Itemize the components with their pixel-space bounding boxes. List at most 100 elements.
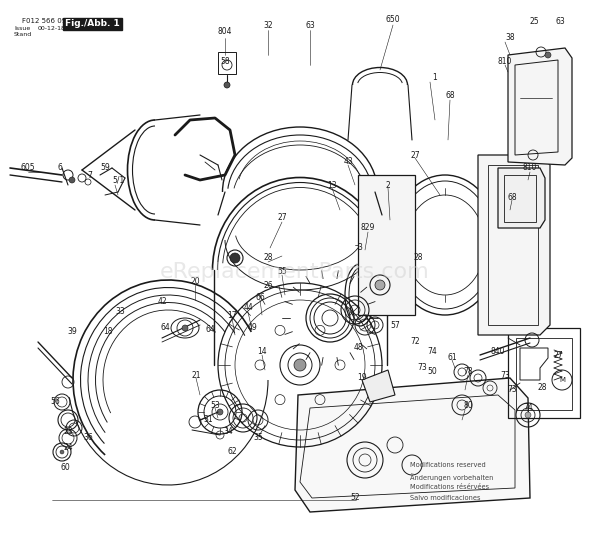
Text: F012 566 099: F012 566 099 xyxy=(22,18,71,24)
Text: 14: 14 xyxy=(257,348,267,356)
Bar xyxy=(218,52,236,74)
Text: 68: 68 xyxy=(445,90,455,100)
Text: 52: 52 xyxy=(350,494,360,502)
Text: 74: 74 xyxy=(427,348,437,356)
Text: 55: 55 xyxy=(277,268,287,276)
Bar xyxy=(516,338,572,410)
Text: 21: 21 xyxy=(191,371,201,379)
Bar xyxy=(508,328,580,418)
Text: 56: 56 xyxy=(50,397,60,407)
Circle shape xyxy=(525,412,531,418)
Bar xyxy=(520,78,552,103)
Text: 43: 43 xyxy=(343,158,353,167)
Text: 53: 53 xyxy=(210,401,220,409)
Text: 28: 28 xyxy=(413,253,423,263)
Text: 73: 73 xyxy=(507,385,517,395)
Text: 829: 829 xyxy=(361,223,375,233)
Text: 00-12-18: 00-12-18 xyxy=(38,26,66,31)
Text: 34: 34 xyxy=(223,427,233,437)
Text: 19: 19 xyxy=(357,373,367,383)
Text: 27: 27 xyxy=(277,214,287,222)
Text: Änderungen vorbehalten: Änderungen vorbehalten xyxy=(410,473,493,481)
Text: 13: 13 xyxy=(327,180,337,190)
Circle shape xyxy=(69,177,75,183)
Text: 840: 840 xyxy=(491,348,505,356)
Text: Issue: Issue xyxy=(14,26,30,31)
Circle shape xyxy=(375,280,385,290)
Text: 58: 58 xyxy=(220,58,230,66)
Text: 72: 72 xyxy=(410,337,420,347)
Text: Salvo modificaciones: Salvo modificaciones xyxy=(410,495,480,501)
Text: 36: 36 xyxy=(83,433,93,443)
Text: 605: 605 xyxy=(21,164,35,173)
Text: 59: 59 xyxy=(100,164,110,173)
Text: 63: 63 xyxy=(305,21,315,29)
Text: 18: 18 xyxy=(103,328,113,336)
Text: 61: 61 xyxy=(447,354,457,362)
Text: 64: 64 xyxy=(160,324,170,332)
Circle shape xyxy=(224,82,230,88)
Text: 27: 27 xyxy=(553,350,563,360)
Text: Fig./Abb. 1: Fig./Abb. 1 xyxy=(65,20,120,28)
Text: 42: 42 xyxy=(157,298,167,306)
Text: 28: 28 xyxy=(537,384,547,392)
Text: 810: 810 xyxy=(523,164,537,173)
Text: 50: 50 xyxy=(427,367,437,377)
Polygon shape xyxy=(478,155,550,335)
Circle shape xyxy=(182,325,188,331)
Text: 63: 63 xyxy=(555,17,565,27)
Bar xyxy=(520,110,552,130)
Circle shape xyxy=(60,450,64,454)
Text: 48: 48 xyxy=(353,343,363,353)
Text: Modifications résérvées: Modifications résérvées xyxy=(410,484,489,490)
Text: 35: 35 xyxy=(253,433,263,443)
Text: 44: 44 xyxy=(243,304,253,312)
Text: 80: 80 xyxy=(463,401,473,409)
Circle shape xyxy=(294,359,306,371)
Text: 32: 32 xyxy=(263,21,273,29)
Polygon shape xyxy=(358,175,415,315)
Text: eReplacementParts.com: eReplacementParts.com xyxy=(160,263,430,282)
Polygon shape xyxy=(362,370,395,402)
Text: 27: 27 xyxy=(410,150,420,160)
Text: 17: 17 xyxy=(227,311,237,319)
Text: 20: 20 xyxy=(190,277,200,287)
Text: 73: 73 xyxy=(417,364,427,372)
Polygon shape xyxy=(295,378,530,512)
Text: 38: 38 xyxy=(505,33,515,43)
Text: 28: 28 xyxy=(263,253,273,263)
Text: M: M xyxy=(559,377,565,383)
Circle shape xyxy=(217,409,223,415)
Text: 3: 3 xyxy=(358,244,362,252)
Text: 25: 25 xyxy=(529,17,539,27)
Text: Modifications reserved: Modifications reserved xyxy=(410,462,486,468)
Text: 23: 23 xyxy=(63,427,73,437)
Text: 64: 64 xyxy=(205,325,215,335)
Text: 24: 24 xyxy=(63,444,73,452)
Text: 1: 1 xyxy=(432,74,437,82)
Text: 66: 66 xyxy=(255,294,265,302)
Text: 74: 74 xyxy=(523,403,533,413)
Polygon shape xyxy=(508,48,572,165)
Text: 26: 26 xyxy=(263,281,273,289)
Text: Stand: Stand xyxy=(14,32,32,37)
Text: 78: 78 xyxy=(463,367,473,377)
Text: 62: 62 xyxy=(227,447,237,457)
Text: 810: 810 xyxy=(498,58,512,66)
Text: 68: 68 xyxy=(507,193,517,203)
Circle shape xyxy=(545,52,551,58)
Text: 7: 7 xyxy=(87,171,93,179)
Text: 804: 804 xyxy=(218,27,232,37)
Text: 6: 6 xyxy=(58,164,63,173)
Text: 2: 2 xyxy=(386,180,391,190)
Text: 5/1: 5/1 xyxy=(112,175,124,185)
Circle shape xyxy=(230,253,240,263)
Text: 31: 31 xyxy=(203,415,213,425)
Text: 57: 57 xyxy=(390,320,400,330)
Text: 73: 73 xyxy=(500,371,510,379)
Text: 33: 33 xyxy=(115,307,125,317)
Polygon shape xyxy=(498,168,545,228)
Text: 60: 60 xyxy=(60,463,70,473)
Text: 39: 39 xyxy=(67,328,77,336)
Text: 650: 650 xyxy=(386,15,400,25)
